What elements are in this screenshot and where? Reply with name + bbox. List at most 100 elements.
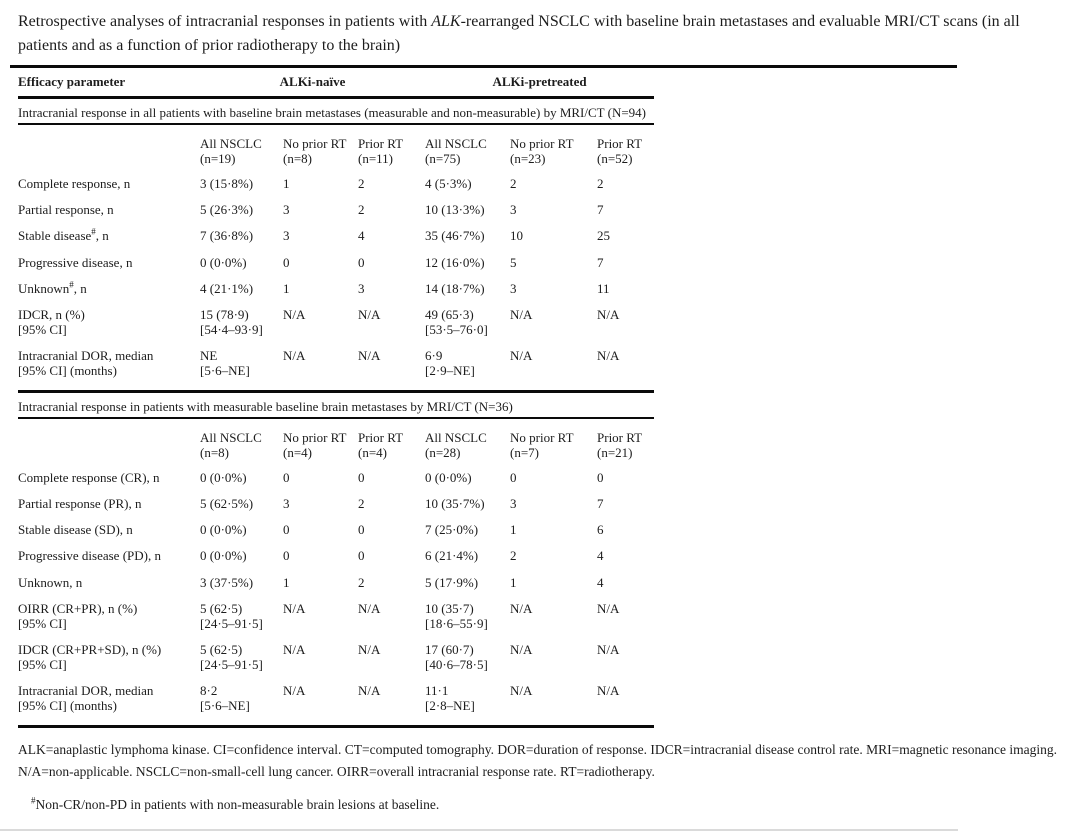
data-cell: N/A bbox=[358, 600, 381, 616]
data-cell: N/A bbox=[283, 675, 358, 729]
stable-disease-footnote: #Non-CR/non-PD in patients with non-meas… bbox=[18, 796, 1062, 814]
section-2-subheader-row: All NSCLC (n=8) No prior RT (n=4) Prior … bbox=[18, 418, 654, 463]
data-cell: 7 bbox=[597, 254, 604, 270]
data-cell: 1 bbox=[283, 574, 290, 590]
table-header-row: Efficacy parameter ALKi-naïve ALKi-pretr… bbox=[18, 68, 655, 100]
data-cell: 1 bbox=[283, 176, 290, 192]
row-label-suffix: , n bbox=[73, 280, 87, 296]
data-cell: 0 bbox=[283, 254, 290, 270]
row-label: Stable disease#, n bbox=[18, 221, 200, 247]
subcolumn-header: All NSCLC (n=8) bbox=[200, 430, 262, 461]
data-cell: 1 bbox=[510, 522, 517, 538]
data-cell: N/A bbox=[358, 675, 426, 729]
data-cell: 2 bbox=[510, 548, 517, 564]
data-cell: 2 bbox=[358, 574, 365, 590]
table-top-rule bbox=[10, 65, 957, 68]
data-cell: 10 (35·7%) bbox=[425, 496, 485, 512]
subcolumn-header: Prior RT (n=4) bbox=[358, 430, 404, 461]
data-cell: 14 (18·7%) bbox=[425, 280, 485, 296]
table-row-progressive-disease: Progressive disease, n 0 (0·0%) 0 0 12 (… bbox=[18, 248, 654, 274]
data-cell: N/A bbox=[510, 675, 598, 729]
subcolumn-header: No prior RT (n=23) bbox=[510, 136, 574, 167]
data-cell: 0 (0·0%) bbox=[200, 548, 247, 564]
data-cell: 4 (21·1%) bbox=[200, 280, 254, 296]
row-label-text: Intracranial DOR, median [95% CI] (month… bbox=[18, 347, 154, 378]
data-cell: 5 (17·9%) bbox=[425, 574, 479, 590]
data-cell: N/A bbox=[358, 340, 426, 394]
row-label-text: Complete response, n bbox=[18, 176, 131, 192]
row-label-text: Progressive disease, n bbox=[18, 254, 133, 270]
table-row-complete-response-cr: Complete response (CR), n 0 (0·0%) 0 0 0… bbox=[18, 463, 654, 489]
table-row-stable-disease: Stable disease#, n 7 (36·8%) 3 4 35 (46·… bbox=[18, 221, 654, 247]
row-label-text: IDCR (CR+PR+SD), n (%) [95% CI] bbox=[18, 641, 162, 672]
data-cell: 7 (25·0%) bbox=[425, 522, 479, 538]
data-cell: 0 bbox=[358, 254, 365, 270]
row-label: Partial response, n bbox=[18, 195, 200, 221]
data-cell: 5 bbox=[510, 254, 517, 270]
data-cell: 0 (0·0%) bbox=[425, 470, 472, 486]
table-row-idcr-2: IDCR (CR+PR+SD), n (%) [95% CI] 5 (62·5)… bbox=[18, 635, 654, 676]
column-header-efficacy-parameter: Efficacy parameter bbox=[18, 68, 200, 100]
data-cell: 0 (0·0%) bbox=[200, 470, 247, 486]
data-cell: 4 bbox=[597, 574, 604, 590]
data-cell: N/A bbox=[510, 641, 533, 657]
data-cell: 3 bbox=[283, 202, 290, 218]
row-label: OIRR (CR+PR), n (%) [95% CI] bbox=[18, 594, 200, 635]
data-cell: N/A bbox=[283, 641, 306, 657]
data-cell: 3 bbox=[283, 228, 290, 244]
data-cell: 35 (46·7%) bbox=[425, 228, 485, 244]
subcolumn-header: All NSCLC (n=28) bbox=[425, 430, 487, 461]
data-cell: 0 bbox=[283, 522, 290, 538]
data-cell: 2 bbox=[358, 202, 365, 218]
data-cell: 1 bbox=[283, 280, 290, 296]
row-label-text: OIRR (CR+PR), n (%) [95% CI] bbox=[18, 600, 138, 631]
data-cell: 49 (65·3) [53·5–76·0] bbox=[425, 306, 488, 337]
table-row-unknown-2: Unknown, n 3 (37·5%) 1 2 5 (17·9%) 1 4 bbox=[18, 568, 654, 594]
row-label-text: Stable disease bbox=[18, 228, 92, 244]
data-cell: 0 (0·0%) bbox=[200, 254, 247, 270]
row-label-text: Complete response (CR), n bbox=[18, 470, 160, 486]
data-cell: 3 bbox=[510, 496, 517, 512]
abbreviations-footnote: ALK=anaplastic lymphoma kinase. CI=confi… bbox=[18, 742, 1058, 779]
data-cell: 10 bbox=[510, 228, 524, 244]
data-cell: N/A bbox=[358, 306, 381, 322]
data-cell: 17 (60·7) [40·6–78·5] bbox=[425, 641, 488, 672]
results-table: Efficacy parameter ALKi-naïve ALKi-pretr… bbox=[18, 68, 655, 729]
row-label: Unknown, n bbox=[18, 568, 200, 594]
title-text-pre: Retrospective analyses of intracranial r… bbox=[18, 13, 432, 30]
data-cell: 10 (35·7) [18·6–55·9] bbox=[425, 600, 488, 631]
subcolumn-header: All NSCLC (n=19) bbox=[200, 136, 262, 167]
subcolumn-header: Prior RT (n=11) bbox=[358, 136, 404, 167]
row-label-text: Intracranial DOR, median [95% CI] (month… bbox=[18, 682, 154, 714]
table-row-complete-response: Complete response, n 3 (15·8%) 1 2 4 (5·… bbox=[18, 169, 654, 195]
row-label-text: IDCR, n (%) [95% CI] bbox=[18, 306, 85, 337]
data-cell: 0 bbox=[358, 470, 365, 486]
data-cell: 5 (62·5%) bbox=[200, 496, 254, 512]
data-cell: 2 bbox=[358, 176, 365, 192]
data-cell: 11 bbox=[597, 280, 610, 296]
subcolumn-header: Prior RT (n=52) bbox=[597, 136, 643, 167]
data-cell: 15 (78·9) [54·4–93·9] bbox=[200, 306, 263, 337]
data-cell: N/A bbox=[283, 306, 306, 322]
data-cell: 4 (5·3%) bbox=[425, 176, 472, 192]
data-cell: 8·2 [5·6–NE] bbox=[200, 675, 283, 729]
data-cell: N/A bbox=[510, 600, 533, 616]
data-cell: 6·9 [2·9–NE] bbox=[425, 340, 511, 394]
column-group-alki-pretreated: ALKi-pretreated bbox=[425, 68, 655, 100]
table-row-stable-disease-sd: Stable disease (SD), n 0 (0·0%) 0 0 7 (2… bbox=[18, 515, 654, 541]
table-row-progressive-disease-pd: Progressive disease (PD), n 0 (0·0%) 0 0… bbox=[18, 541, 654, 567]
data-cell: N/A bbox=[283, 340, 358, 394]
data-cell: 3 (37·5%) bbox=[200, 574, 254, 590]
row-label-text: Unknown, n bbox=[18, 574, 83, 590]
row-label: Intracranial DOR, median [95% CI] (month… bbox=[18, 340, 200, 394]
subcolumn-header: No prior RT (n=4) bbox=[283, 430, 347, 461]
row-label: Progressive disease, n bbox=[18, 248, 200, 274]
data-cell: 6 (21·4%) bbox=[425, 548, 479, 564]
data-cell: 4 bbox=[358, 228, 365, 244]
row-label: Intracranial DOR, median [95% CI] (month… bbox=[18, 675, 200, 729]
column-group-alki-naive: ALKi-naïve bbox=[200, 68, 426, 100]
data-cell: 5 (62·5) [24·5–91·5] bbox=[200, 641, 263, 672]
subcolumn-header: No prior RT (n=8) bbox=[283, 136, 347, 167]
data-cell: 3 bbox=[510, 280, 517, 296]
